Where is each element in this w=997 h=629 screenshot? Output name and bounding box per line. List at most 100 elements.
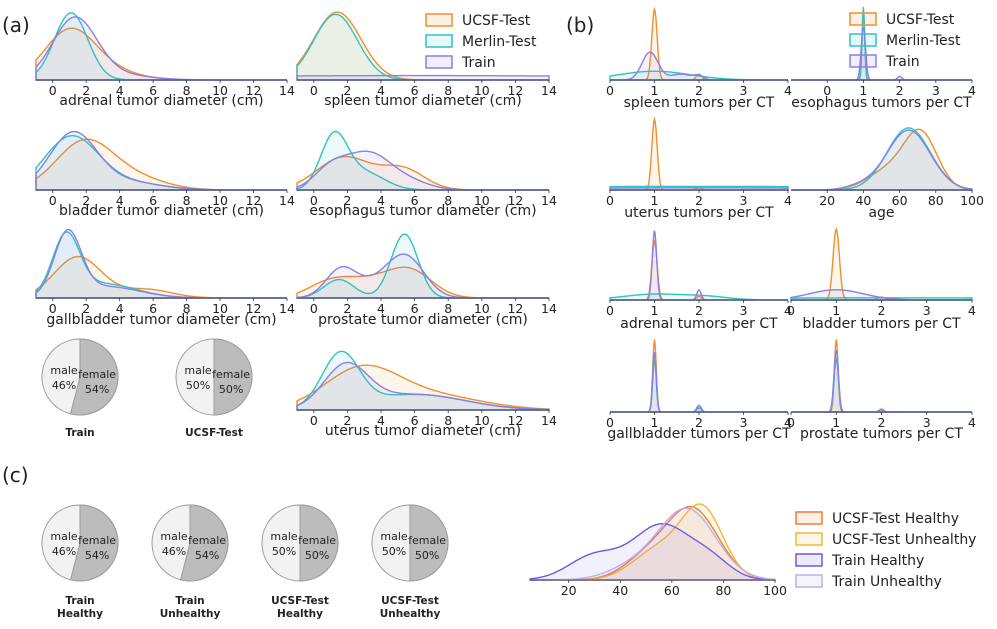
x-label-b-adrenal: adrenal tumors per CT bbox=[620, 316, 778, 332]
pie-caption: UCSF-Test bbox=[185, 427, 243, 439]
pie-male-label: male bbox=[160, 530, 188, 543]
pie-male-label: male bbox=[50, 364, 78, 377]
tick-label-a-gallbladder-7: 14 bbox=[279, 301, 295, 316]
series-train-b-spleen bbox=[610, 51, 788, 81]
series-ucsf-test-b-uterus bbox=[610, 116, 788, 191]
tick-label-b-adrenal-0: 0 bbox=[606, 303, 614, 318]
chart-a-esophagus: 0 2 4 6 8 10 12 14 esophagus tumor diameter (cm) bbox=[296, 130, 557, 219]
tick-label-b-esophagus-2: 2 bbox=[896, 83, 904, 98]
tick-label-a-uterus-3: 6 bbox=[411, 413, 419, 428]
tick-label-b-adrenal-2: 2 bbox=[695, 303, 703, 318]
legend-swatch-train bbox=[849, 54, 877, 68]
series-train-b-gallbladder bbox=[610, 351, 788, 413]
legends-layer: UCSF-Test Merlin-Test Train UCSF-Test Merlin… bbox=[425, 12, 976, 590]
pie-female-pct: 54% bbox=[195, 549, 219, 562]
tick-label-a-prostate-2: 4 bbox=[377, 301, 385, 316]
tick-label-a-uterus-7: 14 bbox=[541, 413, 557, 428]
series-train-a-spleen bbox=[296, 74, 550, 81]
series-ucsf-test-b-bladder bbox=[791, 227, 972, 301]
tick-label-b-age-4: 100 bbox=[960, 193, 984, 208]
tick-label-b-age-2: 60 bbox=[892, 193, 908, 208]
pie-caption: UCSF-Test bbox=[381, 595, 439, 607]
tick-label-a-prostate-5: 10 bbox=[474, 301, 490, 316]
legend-swatch-train-unhealthy bbox=[795, 574, 823, 588]
tick-label-b-esophagus-0: 0 bbox=[823, 83, 831, 98]
x-label-a-bladder: bladder tumor diameter (cm) bbox=[59, 203, 264, 219]
x-label-b-age: age bbox=[868, 205, 894, 221]
x-label-b-prostate: prostate tumors per CT bbox=[800, 426, 963, 442]
chart-b-adrenal: 0 1 2 3 4 adrenal tumors per CT bbox=[606, 230, 792, 332]
pie-slice-female bbox=[409, 504, 449, 582]
pie-caption: Train bbox=[175, 595, 204, 607]
legend-label-train-healthy: Train Healthy bbox=[831, 553, 924, 569]
series-ucsf-test-b-gallbladder bbox=[610, 339, 788, 413]
tick-label-a-prostate-1: 2 bbox=[343, 301, 351, 316]
legend-label-ucsf-test: UCSF-Test bbox=[886, 12, 955, 28]
tick-label-a-uterus-5: 10 bbox=[474, 413, 490, 428]
pie-female-pct: 50% bbox=[219, 383, 243, 396]
pie-female-label: female bbox=[212, 368, 250, 381]
tick-label-b-age-0: 20 bbox=[819, 193, 835, 208]
tick-label-b-bladder-0: 0 bbox=[787, 303, 795, 318]
tick-label-b-esophagus-3: 3 bbox=[932, 83, 940, 98]
x-label-b-esophagus: esophagus tumors per CT bbox=[791, 95, 972, 111]
x-label-b-uterus: uterus tumors per CT bbox=[624, 205, 774, 221]
panel-label-a: (a) bbox=[2, 13, 30, 37]
tick-label-a-gallbladder-1: 2 bbox=[82, 301, 90, 316]
pies-layer: male46%female54%Trainmale50%female50%UCS… bbox=[41, 338, 449, 620]
tick-label-a-bladder-6: 12 bbox=[246, 193, 262, 208]
tick-label-a-uterus-4: 8 bbox=[444, 413, 452, 428]
pie-slice-female bbox=[213, 338, 253, 416]
tick-label-b-spleen-0: 0 bbox=[606, 83, 614, 98]
tick-label-b-gallbladder-0: 0 bbox=[606, 415, 614, 430]
chart-b-spleen: 0 1 2 3 4 spleen tumors per CT bbox=[606, 6, 792, 111]
tick-label-b-uterus-3: 3 bbox=[740, 193, 748, 208]
tick-label-b-gallbladder-3: 3 bbox=[740, 415, 748, 430]
tick-label-a-gallbladder-6: 12 bbox=[246, 301, 262, 316]
tick-label-b-spleen-3: 3 bbox=[740, 83, 748, 98]
legend-swatch-merlin-test bbox=[425, 34, 453, 48]
tick-label-a-spleen-4: 8 bbox=[444, 83, 452, 98]
tick-label-a-bladder-1: 2 bbox=[82, 193, 90, 208]
tick-label-a-esophagus-2: 4 bbox=[377, 193, 385, 208]
x-label-a-gallbladder: gallbladder tumor diameter (cm) bbox=[46, 312, 276, 328]
tick-label-a-adrenal-4: 8 bbox=[183, 83, 191, 98]
tick-label-b-gallbladder-4: 4 bbox=[784, 415, 792, 430]
tick-label-a-gallbladder-2: 4 bbox=[116, 301, 124, 316]
tick-label-b-prostate-2: 2 bbox=[878, 415, 886, 430]
tick-label-a-uterus-1: 2 bbox=[343, 413, 351, 428]
legend-label-train: Train bbox=[461, 55, 496, 71]
tick-label-a-esophagus-6: 12 bbox=[507, 193, 523, 208]
series-train-healthy-c-age bbox=[529, 523, 776, 581]
legend-swatch-train bbox=[425, 55, 453, 69]
tick-label-b-bladder-4: 4 bbox=[968, 303, 976, 318]
legend-label-ucsf-test: UCSF-Test bbox=[462, 13, 531, 29]
legend-swatch-ucsf-test bbox=[849, 12, 877, 26]
series-train-a-uterus bbox=[296, 361, 550, 411]
tick-label-a-esophagus-4: 8 bbox=[444, 193, 452, 208]
tick-label-a-bladder-4: 8 bbox=[183, 193, 191, 208]
pie-caption: Unhealthy bbox=[380, 608, 441, 620]
tick-label-a-bladder-3: 6 bbox=[149, 193, 157, 208]
tick-label-c-age-3: 80 bbox=[715, 583, 731, 598]
tick-label-b-age-1: 40 bbox=[855, 193, 871, 208]
tick-label-a-prostate-3: 6 bbox=[411, 301, 419, 316]
pie-male-pct: 50% bbox=[382, 545, 406, 558]
tick-label-a-bladder-2: 4 bbox=[116, 193, 124, 208]
pie-slice-female bbox=[69, 504, 119, 582]
tick-label-a-bladder-5: 10 bbox=[212, 193, 228, 208]
panel-label-b: (b) bbox=[566, 13, 594, 37]
tick-label-b-uterus-4: 4 bbox=[784, 193, 792, 208]
tick-label-a-prostate-7: 14 bbox=[541, 301, 557, 316]
tick-label-a-esophagus-7: 14 bbox=[541, 193, 557, 208]
legend-label-ucsf-test-healthy: UCSF-Test Healthy bbox=[832, 511, 959, 527]
pie-female-pct: 50% bbox=[305, 549, 329, 562]
chart-b-age: 20 40 60 80 100 age bbox=[791, 127, 984, 221]
tick-label-c-age-1: 40 bbox=[612, 583, 628, 598]
pie-slice-female bbox=[69, 338, 119, 416]
